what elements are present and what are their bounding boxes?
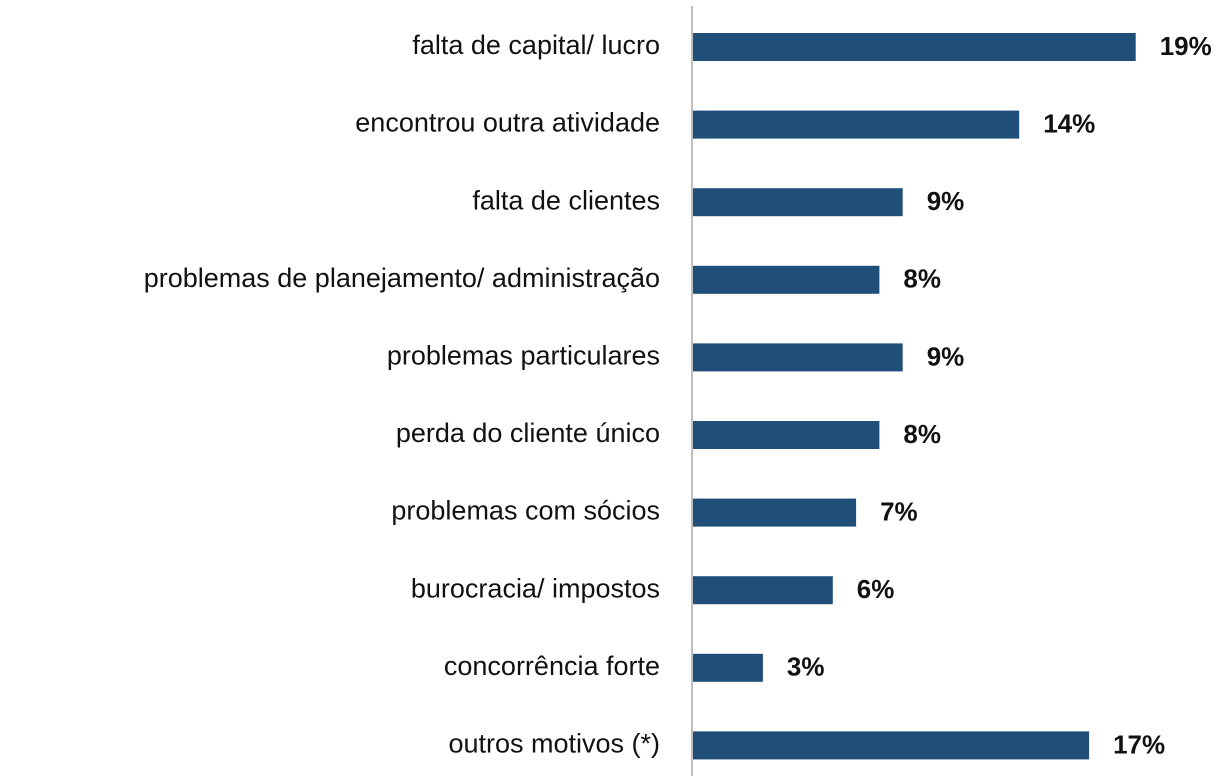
bar xyxy=(693,343,903,372)
value-label: 17% xyxy=(1113,729,1165,759)
bar xyxy=(693,498,857,527)
bar xyxy=(693,265,880,294)
value-label: 9% xyxy=(927,186,965,216)
value-label: 6% xyxy=(857,574,895,604)
bar xyxy=(693,653,763,682)
bar xyxy=(693,421,880,449)
bar xyxy=(693,110,1020,139)
value-label: 8% xyxy=(903,419,941,449)
category-label: concorrência forte xyxy=(444,651,660,681)
value-label: 9% xyxy=(927,341,965,371)
category-label: burocracia/ impostos xyxy=(411,573,660,603)
value-label: 19% xyxy=(1160,31,1212,61)
value-label: 7% xyxy=(880,496,918,526)
value-label: 8% xyxy=(903,264,941,294)
bar xyxy=(693,576,833,605)
bar xyxy=(693,33,1136,61)
category-label: problemas com sócios xyxy=(391,496,660,526)
bar xyxy=(693,188,903,217)
value-label: 14% xyxy=(1043,108,1095,138)
category-label: falta de clientes xyxy=(472,185,660,215)
category-label: outros motivos (*) xyxy=(448,729,660,759)
category-label: problemas particulares xyxy=(387,341,660,371)
category-label: perda do cliente único xyxy=(396,418,660,448)
value-label: 3% xyxy=(787,652,825,682)
category-label: problemas de planejamento/ administração xyxy=(144,263,660,293)
category-label: encontrou outra atividade xyxy=(355,108,660,138)
bar xyxy=(693,731,1090,760)
category-label: falta de capital/ lucro xyxy=(412,30,660,60)
